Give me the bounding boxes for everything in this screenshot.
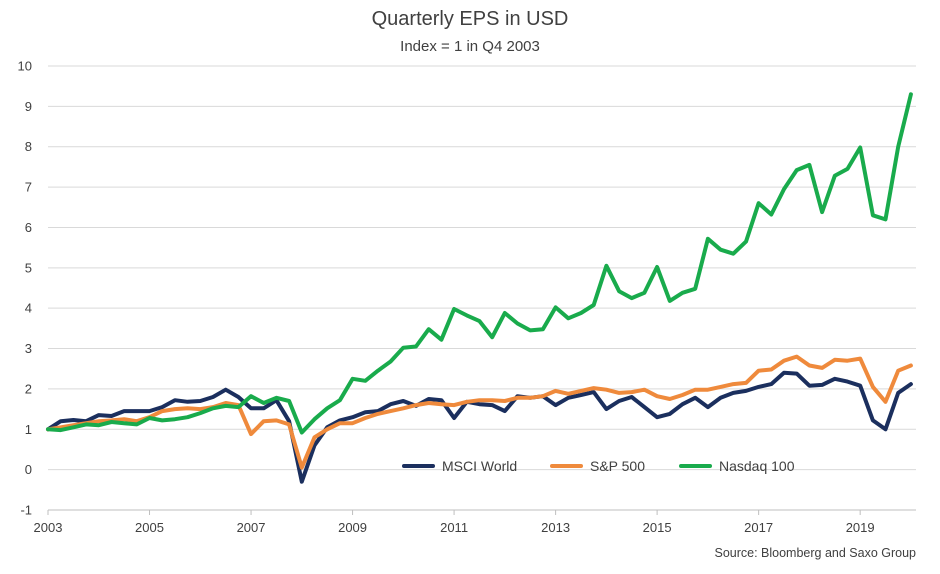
x-tick-label: 2005 (135, 520, 164, 535)
y-tick-label: 3 (25, 341, 32, 356)
y-tick-label: 1 (25, 422, 32, 437)
series-lines (46, 92, 913, 484)
source-note: Source: Bloomberg and Saxo Group (714, 546, 916, 560)
x-tick-label: 2015 (643, 520, 672, 535)
x-tick-label: 2003 (34, 520, 63, 535)
series-line-nasdaq-100 (46, 92, 913, 435)
legend-label: S&P 500 (590, 458, 645, 474)
y-tick-label: 5 (25, 260, 32, 275)
chart-subtitle: Index = 1 in Q4 2003 (400, 38, 540, 55)
legend: MSCI World S&P 500 Nasdaq 100 (402, 458, 795, 474)
chart-title: Quarterly EPS in USD (371, 8, 569, 30)
gridlines (48, 65, 916, 511)
y-tick-label: -1 (20, 503, 32, 518)
y-tick-label: 2 (25, 381, 32, 396)
y-tick-label: 10 (18, 59, 32, 74)
x-axis-ticks: 2003 2005 2007 2009 2011 2013 2015 2017 2019 (34, 510, 875, 535)
x-tick-label: 2007 (237, 520, 266, 535)
x-tick-label: 2013 (541, 520, 570, 535)
y-tick-label: 4 (25, 301, 32, 316)
x-tick-label: 2011 (440, 520, 468, 535)
x-tick-label: 2017 (744, 520, 773, 535)
y-tick-label: 7 (25, 180, 32, 195)
y-tick-label: 8 (25, 139, 32, 154)
y-axis-ticks: -1 0 1 2 3 4 5 6 7 8 9 10 (18, 59, 32, 518)
series-line-s-p-500 (46, 354, 913, 470)
x-tick-label: 2019 (846, 520, 875, 535)
series-line-msci-world (46, 370, 913, 484)
legend-label: Nasdaq 100 (719, 458, 795, 474)
y-tick-label: 9 (25, 99, 32, 114)
legend-label: MSCI World (442, 458, 517, 474)
y-tick-label: 0 (25, 462, 32, 477)
x-tick-label: 2009 (338, 520, 367, 535)
y-tick-label: 6 (25, 220, 32, 235)
